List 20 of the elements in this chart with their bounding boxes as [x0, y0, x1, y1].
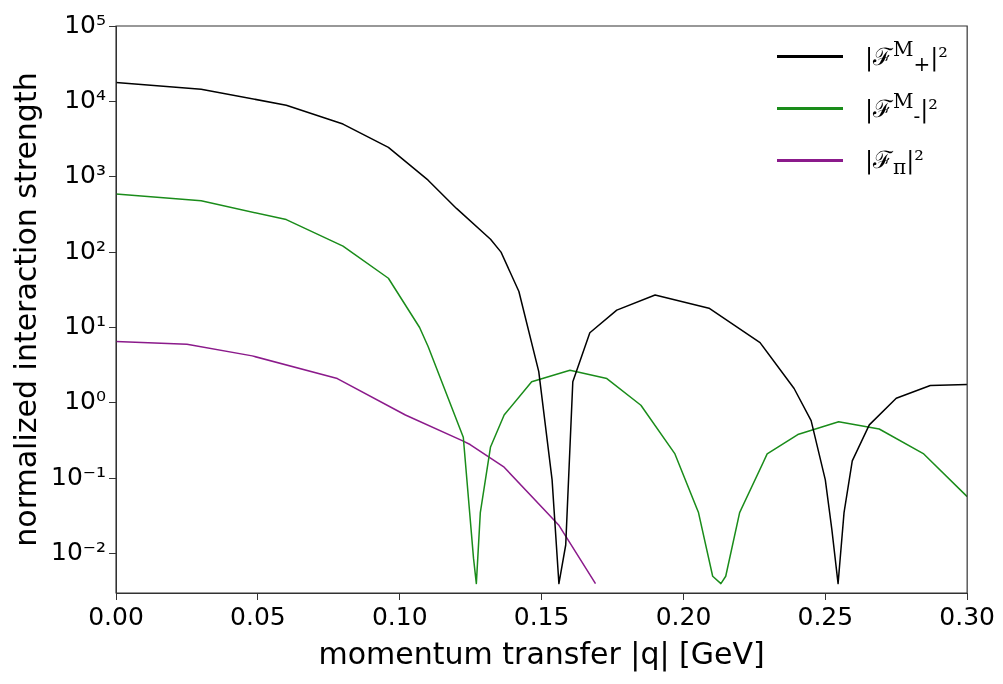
y-tick-label: 10⁰	[64, 386, 107, 416]
x-tick-label: 0.00	[88, 601, 144, 631]
x-tick-label: 0.10	[371, 601, 428, 631]
legend-label: |ℱ$^{M}$$_{-}$|²	[864, 88, 938, 128]
y-tick-label: 10⁵	[64, 9, 107, 39]
y-tick-label: 10³	[64, 160, 107, 190]
x-axis-title: momentum transfer |q| [GeV]	[318, 635, 765, 672]
x-tick-label: 0.30	[939, 601, 995, 631]
x-tick-label: 0.15	[513, 601, 570, 631]
x-tick-label: 0.25	[797, 601, 854, 631]
y-axis-title: normalized interaction strength	[7, 72, 43, 547]
y-tick-label: 10²	[64, 235, 107, 265]
y-tick-label: 10⁴	[64, 84, 107, 114]
legend-label: |ℱ$_{π}$|²	[864, 144, 924, 179]
y-tick-label: 10⁻¹	[51, 461, 107, 491]
legend-label: |ℱ$^{M}$$_{+}$|²	[864, 36, 948, 76]
x-tick-label: 0.05	[230, 601, 286, 631]
x-tick-label: 0.20	[655, 601, 712, 631]
y-tick-label: 10⁻²	[51, 537, 107, 567]
y-tick-label: 10¹	[64, 310, 107, 340]
